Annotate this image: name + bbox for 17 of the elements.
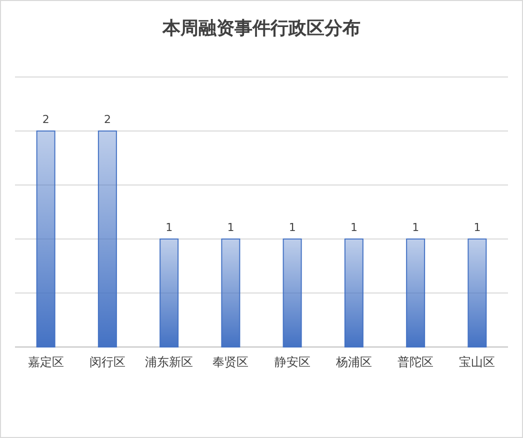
data-label: 2 [104, 113, 111, 126]
x-tick-label: 嘉定区 [28, 355, 64, 369]
x-tick-label: 宝山区 [459, 355, 496, 369]
x-tick-label: 闵行区 [89, 355, 126, 369]
x-tick-label: 普陀区 [398, 355, 434, 369]
chart-title: 本周融资事件行政区分布 [162, 18, 360, 39]
data-label: 1 [412, 221, 420, 234]
x-tick-label: 静安区 [274, 355, 310, 369]
data-label: 1 [166, 221, 173, 234]
x-tick-label: 杨浦区 [334, 355, 372, 369]
data-label: 1 [288, 221, 296, 234]
data-label: 1 [474, 221, 481, 234]
x-tick-label: 奉贤区 [212, 355, 249, 369]
data-label: 2 [42, 113, 50, 126]
data-label: 1 [227, 221, 234, 234]
x-tick-label: 浦东新区 [145, 355, 194, 369]
data-label: 1 [350, 221, 358, 234]
